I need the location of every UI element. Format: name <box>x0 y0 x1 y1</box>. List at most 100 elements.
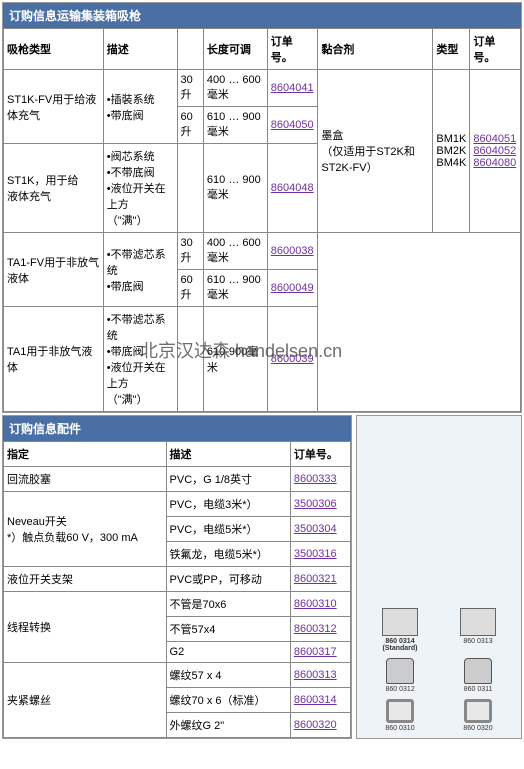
cell-desc: •阀芯系统 •不带底阀 •液位开关在上方 （"满"） <box>103 144 177 233</box>
diagram-panel: 860 0314 (Standard) 860 0313 860 0312 86… <box>356 415 522 739</box>
part-diagram-icon <box>460 608 496 636</box>
cell-desc: 螺纹70 x 6（标准） <box>166 688 290 713</box>
order-link[interactable]: 8600321 <box>294 573 337 585</box>
cell-spec: 液位开关支架 <box>4 567 167 592</box>
section1-title: 订购信息运输集装箱吸枪 <box>3 3 521 28</box>
order-link[interactable]: 8600038 <box>271 245 314 257</box>
diagram-label: 860 0313 <box>460 638 496 645</box>
cell-adj: 610 … 900毫米 <box>203 144 267 233</box>
th-type2: 类型 <box>433 29 470 70</box>
diagram-label: 860 0320 <box>463 725 492 732</box>
cell-len <box>177 144 203 233</box>
order-link[interactable]: 3500304 <box>294 523 337 535</box>
th-order2: 订单号。 <box>470 29 521 70</box>
bottom-row: 订购信息配件 指定 描述 订单号。 回流胶塞 PVC，G 1/8英寸 86003… <box>2 415 522 739</box>
table-row: TA1-FV用于非放气液体 •不带滤芯系统 •带底阀 30升 400 … 600… <box>4 233 521 270</box>
order-link[interactable]: 8600314 <box>294 694 337 706</box>
table-row: 夹紧螺丝 螺纹57 x 4 8600313 <box>4 663 351 688</box>
diagram-item: 860 0311 <box>464 658 493 693</box>
cell-adj: 610-900毫米 <box>203 307 267 412</box>
cell-order: 8600312 <box>290 617 350 642</box>
cell-order: 8600320 <box>290 713 350 738</box>
cell-order: 8604050 <box>267 107 318 144</box>
table-row: 线程转换 不管是70x6 8600310 <box>4 592 351 617</box>
cell-adh-orders: 8604051 8604052 8604080 <box>470 70 521 233</box>
order-link[interactable]: 8600333 <box>294 473 337 485</box>
cell-order: 8600333 <box>290 467 350 492</box>
part-diagram-icon <box>464 658 492 684</box>
cell-desc: 外螺纹G 2" <box>166 713 290 738</box>
th-order: 订单号。 <box>267 29 318 70</box>
order-link[interactable]: 8604051 <box>473 133 516 145</box>
cell-empty <box>318 233 521 412</box>
th-order: 订单号。 <box>290 442 350 467</box>
order-link[interactable]: 3500316 <box>294 548 337 560</box>
order-link[interactable]: 8600320 <box>294 719 337 731</box>
table-row: Neveau开关 *）触点负载60 V，300 mA PVC，电缆3米*） 35… <box>4 492 351 517</box>
cell-desc: 螺纹57 x 4 <box>166 663 290 688</box>
order-link[interactable]: 3500306 <box>294 498 337 510</box>
order-link[interactable]: 8604041 <box>271 82 314 94</box>
adh-type: BM4K <box>436 157 466 169</box>
cell-adhesive: 墨盒 （仅适用于ST2K和ST2K-FV） <box>318 70 433 233</box>
part-diagram-icon <box>386 658 414 684</box>
order-link[interactable]: 8604080 <box>473 157 516 169</box>
diagram-label: 860 0314 (Standard) <box>382 638 418 652</box>
cell-adj: 610 … 900毫米 <box>203 107 267 144</box>
cell-order: 8600039 <box>267 307 318 412</box>
table1-header-row: 吸枪类型 描述 长度可调 订单号。 黏合剂 类型 订单号。 <box>4 29 521 70</box>
cell-order: 8600038 <box>267 233 318 270</box>
cell-adj: 610 … 900毫米 <box>203 270 267 307</box>
table2: 指定 描述 订单号。 回流胶塞 PVC，G 1/8英寸 8600333 Neve… <box>3 441 351 738</box>
cell-order: 3500306 <box>290 492 350 517</box>
cell-desc: •不带滤芯系统 •带底阀 <box>103 233 177 307</box>
order-link[interactable]: 8604052 <box>473 145 516 157</box>
section-transport-container: 订购信息运输集装箱吸枪 吸枪类型 描述 长度可调 订单号。 黏合剂 类型 订单号… <box>2 2 522 413</box>
cell-order: 3500304 <box>290 517 350 542</box>
table-row: 回流胶塞 PVC，G 1/8英寸 8600333 <box>4 467 351 492</box>
order-link[interactable]: 8600312 <box>294 623 337 635</box>
th-desc: 描述 <box>166 442 290 467</box>
cell-order: 3500316 <box>290 542 350 567</box>
order-link[interactable]: 8600313 <box>294 669 337 681</box>
cell-adj: 400 … 600毫米 <box>203 233 267 270</box>
cell-spec: Neveau开关 *）触点负载60 V，300 mA <box>4 492 167 567</box>
order-link[interactable]: 8600317 <box>294 646 337 658</box>
order-link[interactable]: 8600310 <box>294 598 337 610</box>
th-adj: 长度可调 <box>203 29 267 70</box>
diagram-item: 860 0314 (Standard) <box>382 608 418 652</box>
section-accessories: 订购信息配件 指定 描述 订单号。 回流胶塞 PVC，G 1/8英寸 86003… <box>2 415 352 739</box>
order-link[interactable]: 8604048 <box>271 182 314 194</box>
table-row: ST1K-FV用于给液体充气 •插裝系统 •带底阀 30升 400 … 600毫… <box>4 70 521 107</box>
order-link[interactable]: 8604050 <box>271 119 314 131</box>
diagram-item: 860 0310 <box>385 699 414 732</box>
cell-type: TA1-FV用于非放气液体 <box>4 233 104 307</box>
cell-len: 30升 <box>177 233 203 270</box>
cell-desc: 不管57x4 <box>166 617 290 642</box>
cell-order: 8600310 <box>290 592 350 617</box>
diagram-label: 860 0310 <box>385 725 414 732</box>
th-adhesive: 黏合剂 <box>318 29 433 70</box>
order-link[interactable]: 8600049 <box>271 282 314 294</box>
cell-order: 8600314 <box>290 688 350 713</box>
part-diagram-icon <box>382 608 418 636</box>
cell-adj: 400 … 600毫米 <box>203 70 267 107</box>
cell-spec: 线程转换 <box>4 592 167 663</box>
cell-desc: 不管是70x6 <box>166 592 290 617</box>
cell-order: 8600313 <box>290 663 350 688</box>
cell-desc: 铁氟龙，电缆5米*） <box>166 542 290 567</box>
th-type: 吸枪类型 <box>4 29 104 70</box>
cell-len: 30升 <box>177 70 203 107</box>
diagram-label: 860 0312 <box>386 686 415 693</box>
table2-header-row: 指定 描述 订单号。 <box>4 442 351 467</box>
order-link[interactable]: 8600039 <box>271 353 314 365</box>
adh-type: BM1K <box>436 133 466 145</box>
diagram-area: 860 0314 (Standard) 860 0313 860 0312 86… <box>361 602 517 732</box>
diagram-label: 860 0311 <box>464 686 493 693</box>
cell-order: 8600049 <box>267 270 318 307</box>
section2-title: 订购信息配件 <box>3 416 351 441</box>
cell-desc: PVC，G 1/8英寸 <box>166 467 290 492</box>
part-diagram-icon <box>464 699 492 723</box>
diagram-item: 860 0313 <box>460 608 496 652</box>
adh-type: BM2K <box>436 145 466 157</box>
